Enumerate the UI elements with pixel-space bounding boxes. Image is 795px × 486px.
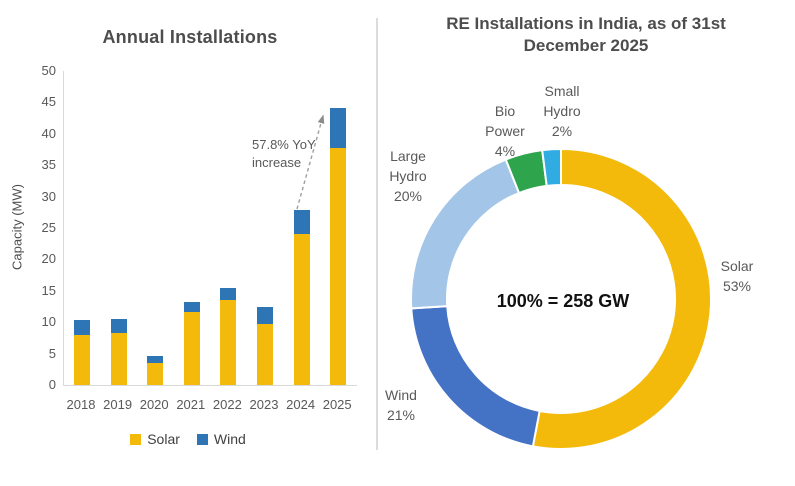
bar-chart-title: Annual Installations bbox=[102, 27, 278, 47]
x-tick-label-2022: 2022 bbox=[212, 397, 242, 412]
yoy-annotation-line2: increase bbox=[252, 155, 302, 170]
bar-plot-area bbox=[63, 71, 357, 386]
yoy-annotation-line1: 57.8% YoY bbox=[252, 137, 316, 152]
bar-2025-wind bbox=[330, 108, 347, 148]
bar-2018-wind bbox=[74, 320, 90, 336]
donut-segment-wind bbox=[410, 305, 541, 448]
bar-2024 bbox=[293, 210, 310, 385]
x-tick-label-2023: 2023 bbox=[249, 397, 279, 412]
donut-label-bio-power-pct: 4% bbox=[494, 143, 516, 159]
donut-label-solar: Solar 53% bbox=[707, 256, 767, 296]
bar-2021-solar bbox=[183, 312, 200, 385]
y-tick-label-15: 15 bbox=[41, 282, 56, 298]
donut-label-small-hydro-text: Small Hydro bbox=[543, 83, 581, 119]
bar-2019 bbox=[110, 319, 127, 385]
donut-label-large-hydro-text: Large Hydro bbox=[389, 148, 427, 184]
bar-2024-solar bbox=[293, 234, 310, 385]
bar-2020 bbox=[147, 355, 164, 385]
legend-label-solar: Solar bbox=[147, 431, 180, 447]
bar-chart-panel: Annual Installations Capacity (MW) 0 5 10 1… bbox=[0, 0, 376, 486]
legend-swatch-solar bbox=[130, 433, 142, 445]
legend-item-wind: Wind bbox=[196, 431, 246, 447]
bar-2022-wind bbox=[220, 287, 237, 300]
donut-label-bio-power-text: Bio Power bbox=[485, 103, 525, 139]
donut-label-wind: Wind 21% bbox=[371, 385, 431, 425]
donut-label-large-hydro-pct: 20% bbox=[393, 188, 423, 204]
x-tick-label-2021: 2021 bbox=[176, 397, 206, 412]
donut-title-line1: RE Installations in India, as of 31st bbox=[446, 14, 726, 33]
bar-2025-solar bbox=[330, 147, 347, 385]
donut-chart-panel: RE Installations in India, as of 31st De… bbox=[377, 0, 795, 486]
y-axis-tick-labels: 0 5 10 15 20 25 30 35 40 45 50 bbox=[18, 63, 56, 392]
x-tick-label-2025: 2025 bbox=[322, 397, 352, 412]
legend-item-solar: Solar bbox=[130, 431, 180, 447]
y-tick-label-30: 30 bbox=[41, 188, 56, 204]
y-tick-label-20: 20 bbox=[41, 251, 56, 267]
donut-label-small-hydro-pct: 2% bbox=[551, 123, 573, 139]
donut-label-bio-power: Bio Power 4% bbox=[481, 101, 529, 161]
x-tick-label-2018: 2018 bbox=[66, 397, 96, 412]
y-tick-label-0: 0 bbox=[48, 377, 56, 392]
donut-label-large-hydro: Large Hydro 20% bbox=[378, 146, 438, 206]
y-tick-label-5: 5 bbox=[48, 345, 56, 361]
donut-label-wind-pct: 21% bbox=[386, 407, 416, 423]
y-tick-label-45: 45 bbox=[41, 94, 56, 110]
bar-2020-wind bbox=[147, 355, 164, 364]
legend-label-wind: Wind bbox=[213, 431, 246, 447]
bar-2023 bbox=[257, 306, 273, 385]
donut-segment-small-hydro bbox=[541, 147, 562, 188]
y-tick-label-35: 35 bbox=[41, 157, 56, 173]
bar-2019-solar bbox=[110, 332, 127, 385]
bar-2021 bbox=[183, 302, 200, 385]
donut-title-line2: December 2025 bbox=[523, 36, 649, 55]
bar-chart-legend: Solar Wind bbox=[0, 431, 376, 447]
yoy-annotation: 57.8% YoY increase bbox=[252, 136, 328, 172]
y-tick-label-40: 40 bbox=[41, 125, 56, 141]
donut-chart bbox=[410, 147, 713, 450]
bar-2018-solar bbox=[74, 335, 90, 385]
bar-2023-wind bbox=[257, 306, 273, 325]
y-tick-label-10: 10 bbox=[41, 314, 56, 330]
donut-center-label: 100% = 258 GW bbox=[496, 291, 630, 311]
donut-segment-solar bbox=[531, 147, 713, 450]
donut-label-small-hydro: Small Hydro 2% bbox=[534, 81, 590, 141]
panel-divider bbox=[376, 18, 378, 450]
bar-2020-solar bbox=[147, 363, 164, 385]
y-tick-label-25: 25 bbox=[41, 220, 56, 235]
x-tick-label-2019: 2019 bbox=[103, 397, 133, 412]
donut-chart-title: RE Installations in India, as of 31st De… bbox=[391, 13, 781, 57]
bar-2025 bbox=[330, 108, 347, 385]
x-tick-label-2020: 2020 bbox=[139, 397, 169, 412]
bar-2022-solar bbox=[220, 299, 237, 385]
y-tick-label-50: 50 bbox=[41, 63, 56, 78]
bar-2019-wind bbox=[110, 319, 127, 333]
x-tick-label-2024: 2024 bbox=[286, 397, 316, 412]
donut-label-solar-pct: 53% bbox=[722, 278, 752, 294]
bar-2021-wind bbox=[183, 302, 200, 313]
bar-2023-solar bbox=[257, 324, 273, 385]
donut-label-solar-text: Solar bbox=[720, 258, 754, 274]
bar-2022 bbox=[220, 287, 237, 385]
donut-label-wind-text: Wind bbox=[385, 387, 417, 403]
bar-2024-wind bbox=[293, 210, 310, 235]
bar-2018 bbox=[74, 320, 90, 385]
x-axis-tick-labels: 2018 2019 2020 2021 2022 2023 2024 2025 bbox=[63, 397, 357, 415]
legend-swatch-wind bbox=[196, 433, 208, 445]
